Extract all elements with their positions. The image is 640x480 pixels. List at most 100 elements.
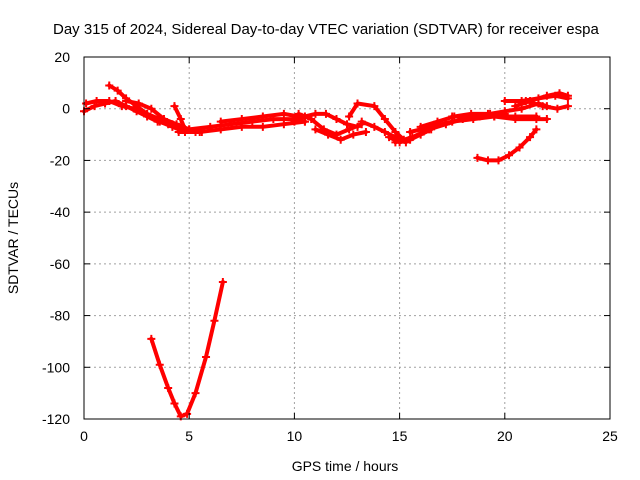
x-tick-label: 5 bbox=[185, 428, 193, 444]
data-point bbox=[345, 112, 354, 121]
series-line bbox=[523, 99, 570, 111]
data-point bbox=[311, 109, 320, 118]
data-point bbox=[416, 122, 425, 131]
data-point bbox=[555, 89, 564, 98]
data-point bbox=[542, 91, 551, 100]
data-point bbox=[380, 115, 389, 124]
data-point bbox=[473, 153, 482, 162]
data-point bbox=[349, 130, 358, 139]
data-point bbox=[258, 112, 267, 121]
data-point bbox=[370, 122, 379, 131]
data-point bbox=[202, 352, 211, 361]
data-point bbox=[172, 120, 181, 129]
data-point bbox=[324, 130, 333, 139]
ticks: 0 5 10 15 20 25 20 0 -20 -40 -60 -80 -100 -120 bbox=[42, 49, 618, 444]
series-layer bbox=[80, 81, 572, 421]
data-point bbox=[563, 91, 572, 100]
data-point bbox=[332, 115, 341, 124]
plot-frame bbox=[83, 56, 611, 420]
data-point bbox=[258, 122, 267, 131]
series-track-18 bbox=[448, 112, 551, 124]
x-tick-label: 0 bbox=[80, 428, 88, 444]
data-point bbox=[206, 122, 215, 131]
y-tick-label: -100 bbox=[42, 359, 70, 375]
data-point bbox=[191, 389, 200, 398]
data-point bbox=[82, 99, 91, 108]
data-point bbox=[563, 102, 572, 111]
data-point bbox=[433, 117, 442, 126]
data-point bbox=[448, 112, 457, 121]
y-tick-label: -80 bbox=[50, 308, 70, 324]
y-tick-label: -40 bbox=[50, 204, 70, 220]
x-tick-label: 10 bbox=[287, 428, 303, 444]
data-point bbox=[542, 115, 551, 124]
data-point bbox=[143, 109, 152, 118]
data-point bbox=[469, 112, 478, 121]
data-point bbox=[105, 96, 114, 105]
data-point bbox=[294, 109, 303, 118]
data-point bbox=[361, 127, 370, 136]
data-point bbox=[155, 360, 164, 369]
data-point bbox=[147, 334, 156, 343]
data-point bbox=[113, 86, 122, 95]
data-point bbox=[483, 156, 492, 165]
x-tick-label: 25 bbox=[602, 428, 618, 444]
data-point bbox=[538, 102, 547, 111]
data-point bbox=[216, 117, 225, 126]
data-point bbox=[307, 115, 316, 124]
x-tick-label: 15 bbox=[392, 428, 408, 444]
data-point bbox=[357, 117, 366, 126]
data-point bbox=[343, 120, 351, 129]
data-point bbox=[174, 127, 183, 136]
data-point bbox=[147, 104, 156, 113]
series-track-11 bbox=[311, 125, 370, 144]
data-point bbox=[505, 151, 514, 160]
y-tick-label: 0 bbox=[62, 101, 70, 117]
series-track-8 bbox=[216, 109, 303, 126]
data-point bbox=[553, 104, 562, 113]
data-point bbox=[521, 96, 530, 105]
data-point bbox=[164, 383, 173, 392]
data-point bbox=[290, 117, 299, 126]
data-point bbox=[321, 109, 330, 118]
data-point bbox=[279, 109, 288, 118]
data-point bbox=[183, 409, 192, 418]
data-point bbox=[185, 125, 194, 134]
data-point bbox=[517, 104, 526, 113]
y-tick-label: 20 bbox=[54, 49, 70, 65]
data-point bbox=[210, 316, 219, 325]
data-point bbox=[526, 133, 535, 142]
data-point bbox=[336, 135, 345, 144]
data-point bbox=[345, 125, 354, 134]
data-point bbox=[391, 138, 400, 147]
data-point bbox=[353, 99, 362, 108]
data-point bbox=[279, 120, 288, 129]
data-point bbox=[370, 102, 379, 111]
data-point bbox=[170, 102, 179, 111]
data-point bbox=[117, 102, 126, 111]
data-point bbox=[237, 115, 246, 124]
series-track-19 bbox=[473, 125, 541, 165]
data-point bbox=[159, 115, 168, 124]
data-point bbox=[134, 99, 143, 108]
data-point bbox=[408, 133, 417, 142]
data-point bbox=[170, 399, 179, 408]
data-point bbox=[500, 96, 509, 105]
data-point bbox=[511, 115, 520, 124]
x-axis-label: GPS time / hours bbox=[292, 458, 399, 474]
data-point bbox=[176, 115, 185, 124]
data-point bbox=[511, 102, 520, 111]
series-line bbox=[347, 101, 406, 142]
x-tick-label: 20 bbox=[497, 428, 513, 444]
data-point bbox=[311, 125, 320, 134]
data-point bbox=[122, 96, 131, 105]
data-point bbox=[515, 143, 524, 152]
y-tick-label: -20 bbox=[50, 152, 70, 168]
data-point bbox=[385, 133, 394, 142]
chart-title: Day 315 of 2024, Sidereal Day-to-day VTE… bbox=[53, 21, 599, 38]
series-track-23 bbox=[521, 96, 572, 113]
y-axis-label: SDTVAR / TECUs bbox=[5, 182, 21, 294]
data-point bbox=[92, 96, 101, 105]
data-point bbox=[486, 109, 495, 118]
